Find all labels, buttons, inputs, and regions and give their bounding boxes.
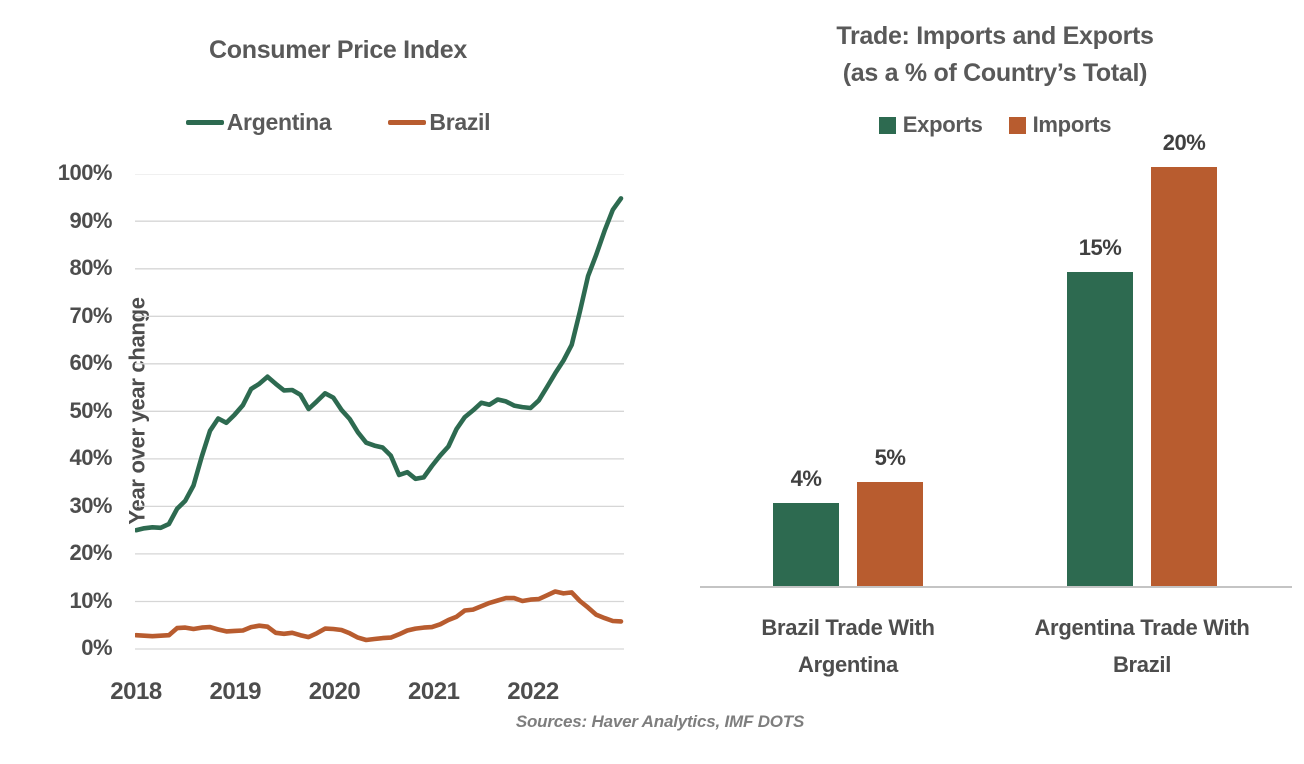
trade-category-label-line: Brazil Trade With — [761, 615, 935, 640]
cpi-legend: Argentina Brazil — [38, 109, 638, 136]
cpi-ytick: 0% — [81, 635, 112, 661]
cpi-ytick: 20% — [69, 540, 112, 566]
cpi-ytick: 90% — [69, 207, 112, 233]
bar-value-exports-0: 4% — [790, 466, 822, 491]
cpi-plot-area — [133, 173, 624, 658]
trade-chart-title-line2: (as a % of Country’s Total) — [842, 59, 1148, 87]
cpi-xtick: 2020 — [308, 678, 361, 705]
imports-square-swatch — [1008, 116, 1026, 134]
trade-legend: Exports Imports — [695, 112, 1295, 138]
trade-x-axis-line — [700, 586, 1292, 588]
exports-square-swatch — [878, 116, 896, 134]
trade-category-label-line: Brazil — [1112, 652, 1172, 677]
cpi-xtick: 2021 — [408, 678, 460, 705]
trade-legend-label-exports: Exports — [902, 112, 983, 137]
bar-value-exports-1: 15% — [1078, 235, 1122, 260]
cpi-ytick: 30% — [69, 492, 112, 518]
bar-exports-1 — [1067, 272, 1133, 587]
trade-category-label: Brazil Trade With Argentina — [698, 609, 998, 683]
cpi-ytick: 40% — [69, 445, 112, 471]
cpi-ytick: 50% — [69, 397, 112, 423]
trade-chart-title: Trade: Imports and Exports (as a % of Co… — [695, 18, 1295, 92]
trade-category-label-line: Argentina Trade With — [1034, 615, 1250, 640]
cpi-legend-item-brazil: Brazil — [388, 109, 491, 136]
trade-category-label-line: Argentina — [798, 652, 898, 677]
brazil-line — [133, 589, 624, 643]
bar-exports-0 — [773, 503, 839, 587]
cpi-xtick: 2018 — [110, 678, 162, 705]
cpi-ytick: 80% — [69, 255, 112, 281]
bar-value-imports-0: 5% — [874, 445, 906, 470]
trade-chart-title-line1: Trade: Imports and Exports — [836, 22, 1154, 50]
cpi-ytick: 100% — [57, 160, 113, 185]
brazil-line-swatch — [388, 120, 427, 125]
cpi-legend-label-argentina: Argentina — [226, 109, 332, 135]
bar-value-imports-1: 20% — [1162, 130, 1206, 155]
cpi-legend-label-brazil: Brazil — [429, 109, 491, 135]
cpi-xtick: 2022 — [507, 678, 559, 705]
bar-imports-0 — [857, 482, 923, 587]
cpi-xtick: 2019 — [209, 678, 262, 705]
cpi-chart-title: Consumer Price Index — [209, 36, 467, 64]
argentina-line-swatch — [185, 120, 224, 125]
bar-imports-1 — [1151, 167, 1217, 587]
cpi-legend-item-argentina: Argentina — [185, 109, 332, 136]
argentina-line — [133, 196, 624, 533]
sources-note: Sources: Haver Analytics, IMF DOTS — [515, 712, 805, 731]
cpi-line-svg — [133, 173, 624, 650]
trade-legend-item-exports: Exports — [878, 112, 983, 138]
trade-legend-label-imports: Imports — [1032, 112, 1112, 137]
cpi-ytick: 10% — [69, 587, 112, 613]
cpi-ytick: 70% — [69, 302, 112, 328]
cpi-ytick: 60% — [69, 350, 112, 376]
trade-legend-item-imports: Imports — [1008, 112, 1112, 138]
trade-category-label: Argentina Trade With Brazil — [992, 609, 1292, 683]
